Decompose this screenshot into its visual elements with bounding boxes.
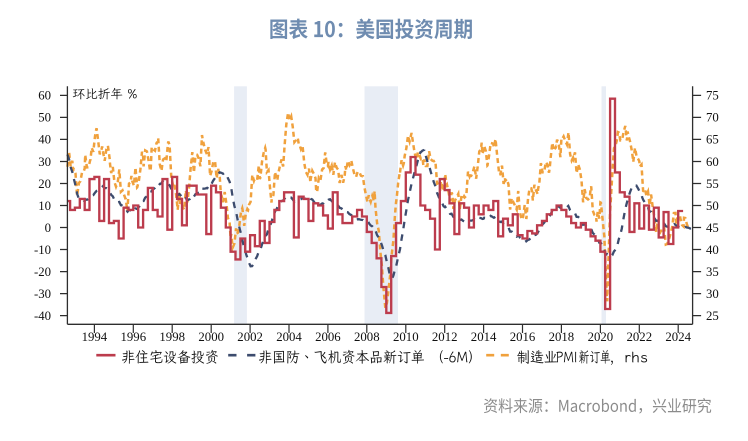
svg-text:2000: 2000 [198, 330, 224, 344]
svg-text:1996: 1996 [121, 330, 147, 344]
svg-text:2012: 2012 [432, 330, 458, 344]
svg-text:65: 65 [706, 133, 719, 147]
svg-text:2002: 2002 [237, 330, 263, 344]
svg-text:50: 50 [706, 199, 719, 213]
svg-text:2024: 2024 [665, 330, 691, 344]
svg-text:70: 70 [706, 111, 719, 125]
svg-text:45: 45 [706, 221, 719, 235]
svg-text:10: 10 [38, 199, 51, 213]
svg-text:50: 50 [38, 111, 51, 125]
svg-text:35: 35 [706, 265, 719, 279]
svg-text:0: 0 [45, 221, 51, 235]
svg-text:55: 55 [706, 177, 719, 191]
svg-text:30: 30 [706, 287, 719, 301]
svg-text:30: 30 [38, 155, 51, 169]
svg-text:2006: 2006 [315, 330, 341, 344]
svg-text:-40: -40 [34, 309, 51, 323]
svg-text:2020: 2020 [588, 330, 614, 344]
svg-text:60: 60 [38, 89, 51, 103]
svg-text:2022: 2022 [627, 330, 653, 344]
svg-text:-30: -30 [34, 287, 51, 301]
svg-text:-20: -20 [34, 265, 51, 279]
svg-text:60: 60 [706, 155, 719, 169]
svg-text:2016: 2016 [510, 330, 536, 344]
svg-text:25: 25 [706, 309, 719, 323]
svg-text:1994: 1994 [82, 330, 108, 344]
svg-text:2018: 2018 [549, 330, 575, 344]
svg-text:75: 75 [706, 89, 719, 103]
svg-text:2010: 2010 [393, 330, 419, 344]
svg-text:40: 40 [38, 133, 51, 147]
svg-text:20: 20 [38, 177, 51, 191]
svg-text:2014: 2014 [471, 330, 497, 344]
svg-text:2008: 2008 [354, 330, 380, 344]
svg-text:40: 40 [706, 243, 719, 257]
svg-text:-10: -10 [34, 243, 51, 257]
svg-text:1998: 1998 [159, 330, 185, 344]
svg-text:2004: 2004 [276, 330, 302, 344]
